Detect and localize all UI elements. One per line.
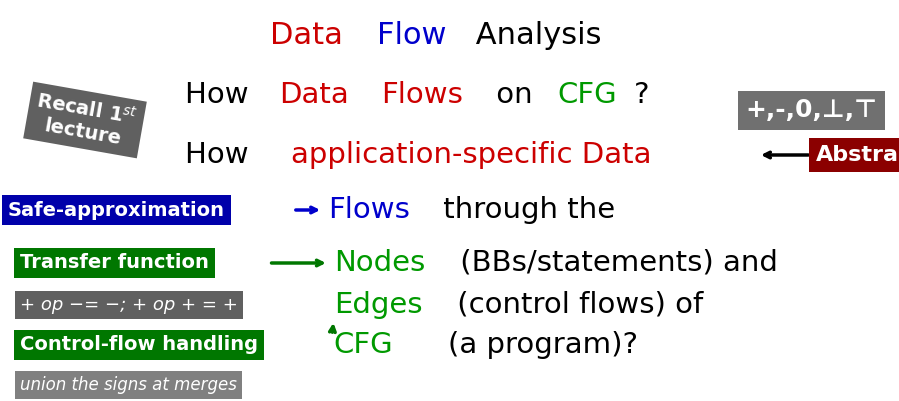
Text: Recall 1$^{st}$
lecture: Recall 1$^{st}$ lecture: [31, 89, 139, 150]
Text: Abstraction: Abstraction: [816, 145, 899, 165]
Text: CFG: CFG: [334, 331, 394, 359]
Text: CFG: CFG: [557, 81, 617, 109]
Text: Safe-approximation: Safe-approximation: [8, 200, 225, 219]
Text: Transfer function: Transfer function: [20, 253, 209, 273]
Text: Analysis: Analysis: [467, 20, 601, 49]
Text: Edges: Edges: [334, 291, 423, 319]
Text: (a program)?: (a program)?: [411, 331, 637, 359]
Text: How: How: [185, 81, 258, 109]
Text: How: How: [185, 141, 267, 169]
Text: Flow: Flow: [377, 20, 446, 49]
Text: +,-,0,⊥,⊤: +,-,0,⊥,⊤: [745, 98, 877, 122]
Text: Nodes: Nodes: [334, 249, 425, 277]
Text: through the: through the: [433, 196, 615, 224]
Text: Data: Data: [279, 81, 349, 109]
Text: Flows: Flows: [328, 196, 410, 224]
Text: Control-flow handling: Control-flow handling: [20, 336, 258, 354]
Text: Flows: Flows: [381, 81, 463, 109]
Text: on: on: [486, 81, 541, 109]
Text: (control flows) of: (control flows) of: [448, 291, 703, 319]
Text: (BBs/statements) and: (BBs/statements) and: [451, 249, 779, 277]
Text: union the signs at merges: union the signs at merges: [20, 376, 236, 394]
Text: + op −= −; + op + = +: + op −= −; + op + = +: [20, 296, 238, 314]
Text: ?: ?: [635, 81, 650, 109]
Text: application-specific Data: application-specific Data: [291, 141, 652, 169]
Text: Data: Data: [270, 20, 343, 49]
